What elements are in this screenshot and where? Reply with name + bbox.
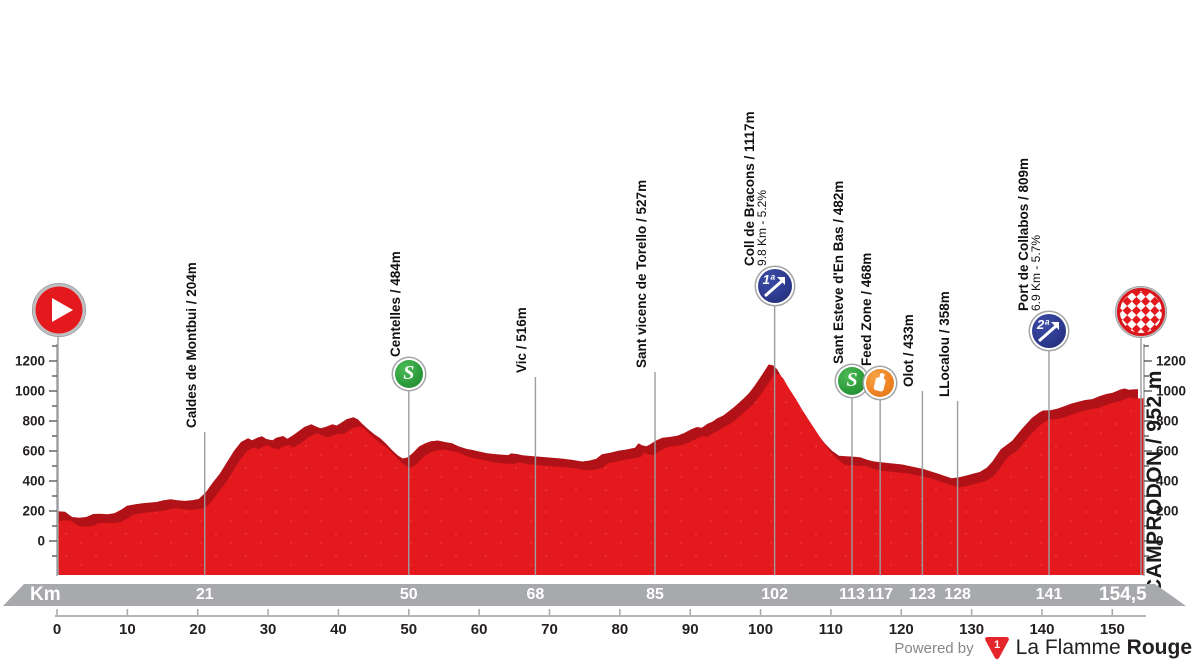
finish-icon [1115,286,1167,338]
right-y-tick-label: 200 [1156,504,1179,519]
km-bar-mark: 21 [195,586,214,603]
km-bar-mark: 113 [839,586,865,603]
right-y-tick-label: 800 [1156,414,1179,429]
x-tick-label: 20 [189,621,207,638]
x-tick-label: 10 [119,621,136,638]
profile-texture [57,373,1144,575]
pennant-icon: 1 [984,637,1009,660]
category-number: 2ª [1037,317,1050,332]
svg-text:1: 1 [994,639,1000,651]
waypoint-name: Centelles / 484m [387,251,403,357]
km-bar-end: 154,5 [1099,584,1147,605]
km-bar-mark: 85 [646,586,664,603]
climb-arrow-glyph [763,277,785,298]
category-climb-icon: 2ª [1032,314,1067,348]
waypoint-name: Caldes de Montbui / 204m [183,262,199,428]
waypoint-label: Caldes de Montbui / 204m [183,262,199,428]
la-flamme-rouge-logo[interactable]: 1 La Flamme Rouge [984,636,1192,660]
x-tick-label: 140 [1029,621,1055,638]
musette-glyph [873,373,886,392]
climb-arrow-glyph [1038,322,1060,343]
km-bar: Km 21 50 68 85 102 113 117 123 128 141 154,5 [3,584,1186,606]
x-tick-label: 100 [748,621,774,638]
left-y-tick-label: 0 [37,534,45,549]
left-y-tick-label: 400 [22,474,45,489]
powered-by-text: Powered by [894,639,974,657]
right-y-tick-label: 1200 [1156,354,1186,369]
km-bar-mark: 68 [526,586,545,603]
x-tick-label: 90 [681,621,699,638]
x-tick-label: 60 [470,621,488,638]
waypoint-label: Centelles / 484m [387,251,403,357]
km-bar-title: Km [30,584,61,605]
start-station-label: SANT CUGAT DEL VALLES / 96 m [0,231,3,578]
km-bar-mark: 117 [867,586,894,603]
x-tick-label: 40 [330,621,347,638]
x-tick-label: 120 [888,621,914,638]
sprint-letter: S [846,369,858,391]
right-y-tick-label: 600 [1156,444,1179,459]
right-y-tick-label: 1000 [1156,384,1186,399]
waypoint-name: Feed Zone / 468m [859,252,875,366]
km-bar-mark: 141 [1035,586,1063,603]
waypoint-name: Sant vicenc de Torello / 527m [634,179,650,368]
km-bar-mark: 128 [944,586,971,603]
waypoint-name: Sant Esteve d'En Bas / 482m [831,180,847,364]
waypoint-label: Sant Esteve d'En Bas / 482m [831,180,847,364]
brand-regular: La Flamme [1015,636,1121,659]
waypoint-label: Olot / 433m [901,314,917,387]
sprint-letter: S [403,362,415,384]
x-tick-label: 50 [400,621,418,638]
waypoint-name: Coll de Bracons / 1117m [741,111,757,266]
waypoint-climb-detail: 6.9 Km - 5.7% [1029,234,1044,311]
x-tick-label: 30 [259,621,277,638]
right-y-tick-label: 400 [1156,474,1179,489]
category-climb-icon: 1ª [757,269,792,303]
waypoint-label: Vic / 516m [514,307,530,373]
feed-zone-icon [866,369,895,397]
footer: Powered by 1 La Flamme Rouge [894,636,1192,660]
waypoint-label: Coll de Bracons / 1117m 9.8 Km - 5.2% [741,111,769,266]
waypoint-label: Feed Zone / 468m [859,252,875,366]
waypoint-label: Sant vicenc de Torello / 527m [634,179,650,368]
finish-station-label: CAMPRODON / 952 m [1143,370,1166,594]
category-number: 1ª [762,272,775,287]
km-bar-mark: 50 [399,586,418,603]
x-tick-label: 80 [611,621,629,638]
x-tick-label: 110 [818,621,844,638]
waypoint-name: Vic / 516m [514,307,530,373]
x-tick-label: 0 [52,621,62,638]
x-tick-label: 130 [959,621,985,638]
sprint-icon: S [838,367,867,395]
sprint-icon: S [394,360,423,388]
left-y-tick-label: 200 [22,504,45,519]
brand-bold: Rouge [1126,636,1192,659]
waypoint-label: Port de Collabos / 809m 6.9 Km - 5.7% [1016,158,1044,311]
waypoint-label: LLocalou / 358m [936,291,952,397]
km-bar-mark: 102 [761,586,788,603]
left-y-tick-label: 600 [22,444,45,459]
left-y-tick-label: 1200 [15,354,45,369]
right-y-tick-label: 0 [1156,534,1164,549]
x-tick-label: 150 [1099,621,1125,638]
x-tick-label: 70 [541,621,558,638]
waypoint-name: LLocalou / 358m [936,291,952,397]
waypoint-climb-detail: 9.8 Km - 5.2% [754,189,769,266]
profile-area [57,364,1144,575]
waypoint-name: Olot / 433m [901,314,917,387]
left-y-tick-label: 800 [22,414,45,429]
km-bar-mark: 123 [909,586,936,603]
start-icon [32,283,86,337]
left-y-tick-label: 1000 [15,384,45,399]
